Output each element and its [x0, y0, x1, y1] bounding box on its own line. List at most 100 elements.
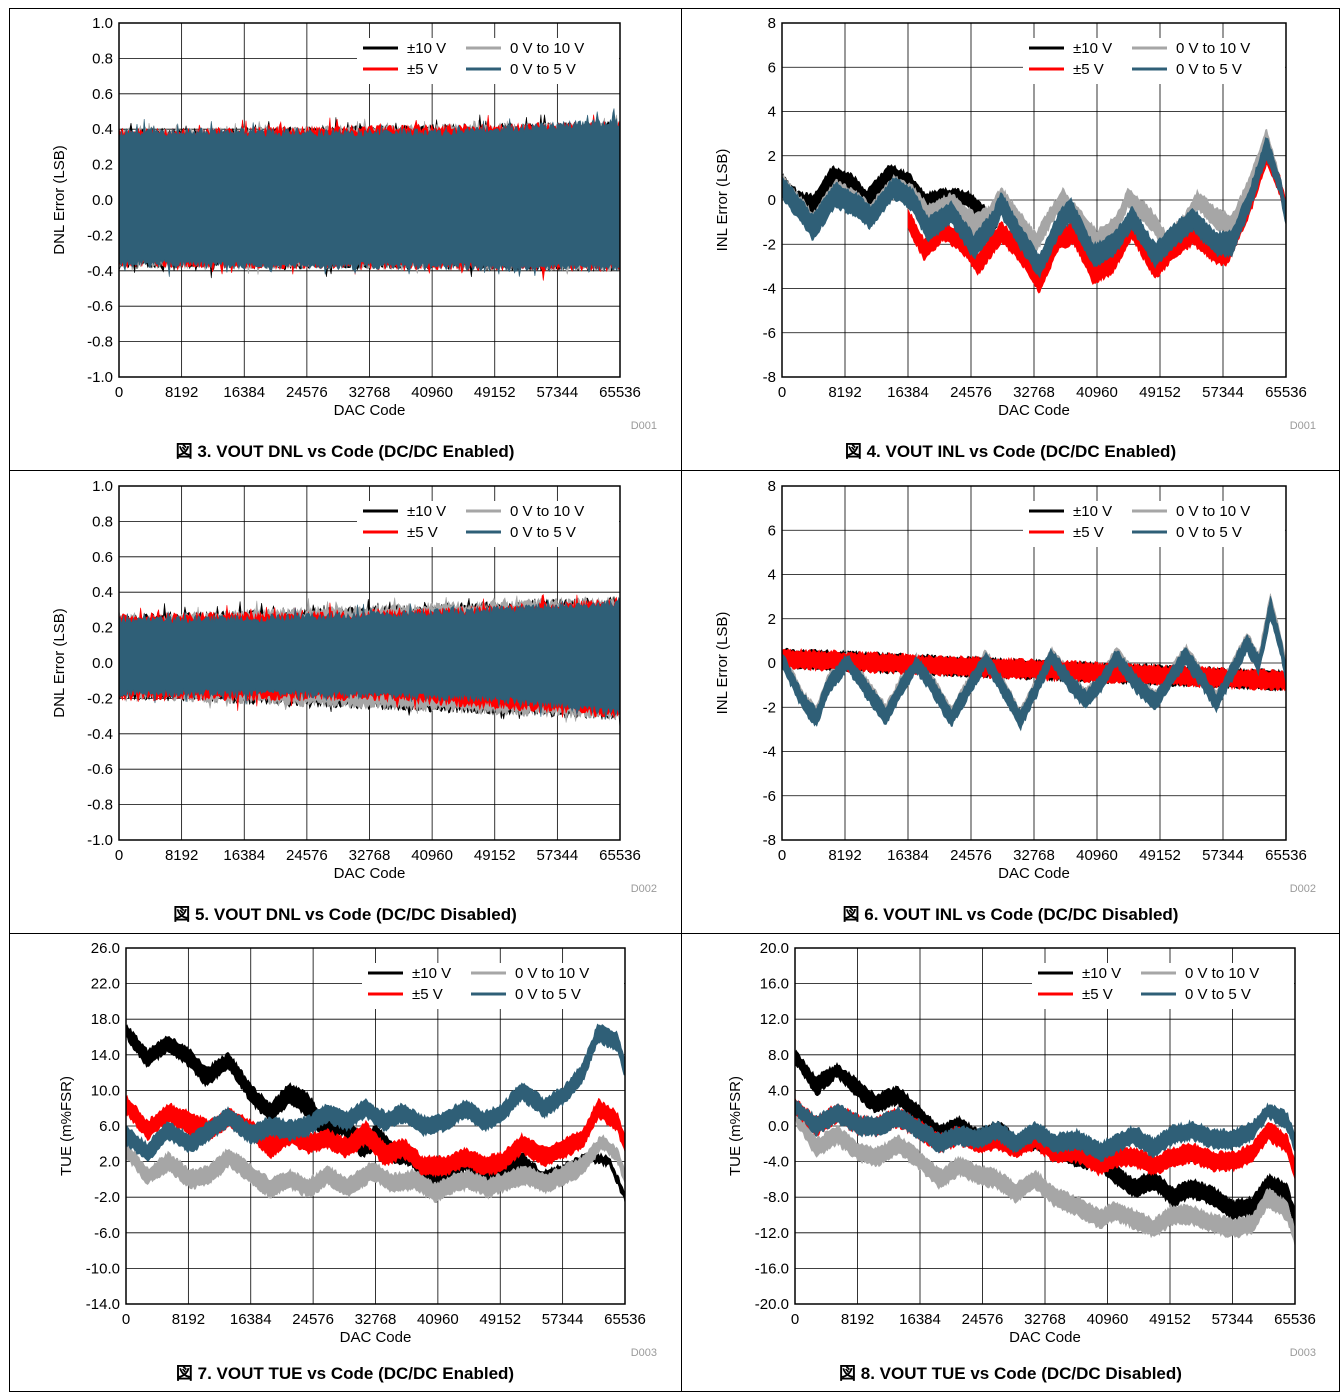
x-tick-label: 65536	[604, 1311, 646, 1328]
y-tick-label: 22.0	[91, 976, 120, 993]
legend-label: 0 V to 5 V	[1176, 61, 1242, 78]
y-tick-label: -1.0	[87, 832, 113, 849]
x-tick-label: 32768	[355, 1311, 397, 1328]
series-group	[782, 128, 1286, 294]
legend-label: 0 V to 10 V	[1185, 965, 1259, 982]
y-axis-label: DNL Error (LSB)	[51, 608, 68, 717]
x-tick-label: 40960	[1076, 384, 1118, 401]
y-axis-label: INL Error (LSB)	[714, 612, 731, 715]
x-tick-label: 8192	[172, 1311, 205, 1328]
x-tick-label: 24576	[962, 1311, 1004, 1328]
y-tick-label: 18.0	[91, 1011, 120, 1028]
y-tick-label: -0.6	[87, 298, 113, 315]
chart-panel-3: -1.0 -0.8 -0.6 -0.4 -0.2 0.0 0.2 0.4 0.6 0.8 1.0 0 8…	[51, 478, 657, 924]
y-tick-label: 26.0	[91, 940, 120, 957]
x-axis-label: DAC Code	[1009, 1329, 1081, 1346]
x-tick-label: 65536	[1265, 384, 1307, 401]
y-tick-label: -16.0	[755, 1260, 789, 1277]
y-tick-label: -0.4	[87, 726, 113, 743]
y-tick-label: 0.4	[92, 121, 113, 138]
y-axis-label: TUE (m%FSR)	[58, 1076, 75, 1176]
x-tick-label: 0	[791, 1311, 799, 1328]
x-tick-label: 49152	[1149, 1311, 1191, 1328]
figure-caption: 図 7. VOUT TUE vs Code (DC/DC Enabled)	[176, 1364, 514, 1383]
y-tick-label: -4.0	[763, 1154, 789, 1171]
x-tick-label: 40960	[411, 384, 453, 401]
figure-code: D001	[1290, 420, 1316, 432]
y-tick-label: 0.4	[92, 584, 113, 601]
y-tick-label: -12.0	[755, 1225, 789, 1242]
legend-label: ±10 V	[407, 40, 446, 57]
y-tick-label: -6.0	[94, 1225, 120, 1242]
series-band	[795, 1100, 1295, 1163]
y-tick-label: -0.8	[87, 334, 113, 351]
legend-label: 0 V to 10 V	[1176, 503, 1250, 520]
y-tick-label: 10.0	[91, 1082, 120, 1099]
y-tick-label: -1.0	[87, 369, 113, 386]
x-tick-label: 8192	[841, 1311, 874, 1328]
x-tick-label: 40960	[1076, 847, 1118, 864]
x-tick-label: 57344	[1202, 847, 1244, 864]
series-group	[782, 593, 1286, 732]
series-band	[119, 596, 620, 720]
figure-grid: -1.0 -0.8 -0.6 -0.4 -0.2 0.0 0.2 0.4 0.6 0.8 1.0 0 8…	[9, 8, 1340, 1392]
y-tick-label: -4	[763, 281, 776, 298]
x-tick-label: 32768	[1013, 847, 1055, 864]
x-tick-label: 57344	[537, 847, 579, 864]
chart-panel-4: -8 -6 -4 -2 0 2 4 6 8 0 8192 16384 24576 32768 40960 49…	[714, 478, 1316, 924]
x-tick-label: 8192	[828, 847, 861, 864]
series-band	[126, 1024, 625, 1204]
series-band	[782, 596, 1286, 732]
y-tick-label: 1.0	[92, 15, 113, 32]
x-tick-label: 32768	[1013, 384, 1055, 401]
x-tick-label: 8192	[828, 384, 861, 401]
series-band	[119, 108, 620, 277]
x-tick-label: 32768	[349, 384, 391, 401]
y-tick-label: -0.6	[87, 761, 113, 778]
figure-code: D002	[1290, 883, 1316, 895]
y-tick-label: -2	[763, 699, 776, 716]
legend: ±10 V 0 V to 10 V ±5 V 0 V to 5 V	[357, 38, 619, 84]
x-tick-label: 24576	[286, 847, 328, 864]
y-tick-label: 0.0	[92, 192, 113, 209]
series-group	[126, 1023, 625, 1204]
x-tick-label: 16384	[899, 1311, 941, 1328]
y-tick-label: 0	[768, 192, 776, 209]
legend: ±10 V 0 V to 10 V ±5 V 0 V to 5 V	[362, 963, 624, 1009]
legend: ±10 V 0 V to 10 V ±5 V 0 V to 5 V	[1023, 38, 1285, 84]
legend-label: 0 V to 10 V	[515, 965, 589, 982]
x-tick-label: 65536	[1265, 847, 1307, 864]
x-tick-label: 16384	[887, 384, 929, 401]
y-tick-label: 0.2	[92, 157, 113, 174]
x-tick-label: 57344	[1202, 384, 1244, 401]
x-tick-label: 49152	[479, 1311, 521, 1328]
plot-frame	[118, 485, 621, 841]
legend-label: ±10 V	[407, 503, 446, 520]
y-tick-label: 0	[768, 655, 776, 672]
y-tick-label: 2	[768, 148, 776, 165]
y-tick-label: -2	[763, 236, 776, 253]
x-tick-label: 65536	[599, 384, 641, 401]
x-tick-label: 24576	[292, 1311, 334, 1328]
y-axis-label: TUE (m%FSR)	[727, 1076, 744, 1176]
figure-code: D002	[631, 883, 657, 895]
x-tick-label: 0	[122, 1311, 130, 1328]
y-tick-label: 12.0	[760, 1011, 789, 1028]
chart-panel-1: -1.0 -0.8 -0.6 -0.4 -0.2 0.0 0.2 0.4 0.6 0.8 1.0 0 8…	[51, 15, 657, 461]
legend-label: ±5 V	[407, 524, 438, 541]
legend: ±10 V 0 V to 10 V ±5 V 0 V to 5 V	[357, 501, 619, 547]
series-band	[782, 648, 1286, 692]
y-tick-label: 0.6	[92, 86, 113, 103]
legend: ±10 V 0 V to 10 V ±5 V 0 V to 5 V	[1032, 963, 1294, 1009]
x-tick-label: 8192	[165, 847, 198, 864]
y-tick-label: 2	[768, 611, 776, 628]
y-tick-label: -0.4	[87, 263, 113, 280]
y-tick-label: 0.0	[92, 655, 113, 672]
series-band	[795, 1108, 1295, 1247]
y-tick-label: 6.0	[99, 1118, 120, 1135]
y-tick-label: -20.0	[755, 1296, 789, 1313]
legend-label: 0 V to 10 V	[1176, 40, 1250, 57]
x-tick-label: 57344	[537, 384, 579, 401]
x-tick-label: 8192	[165, 384, 198, 401]
y-tick-label: -8	[763, 832, 776, 849]
